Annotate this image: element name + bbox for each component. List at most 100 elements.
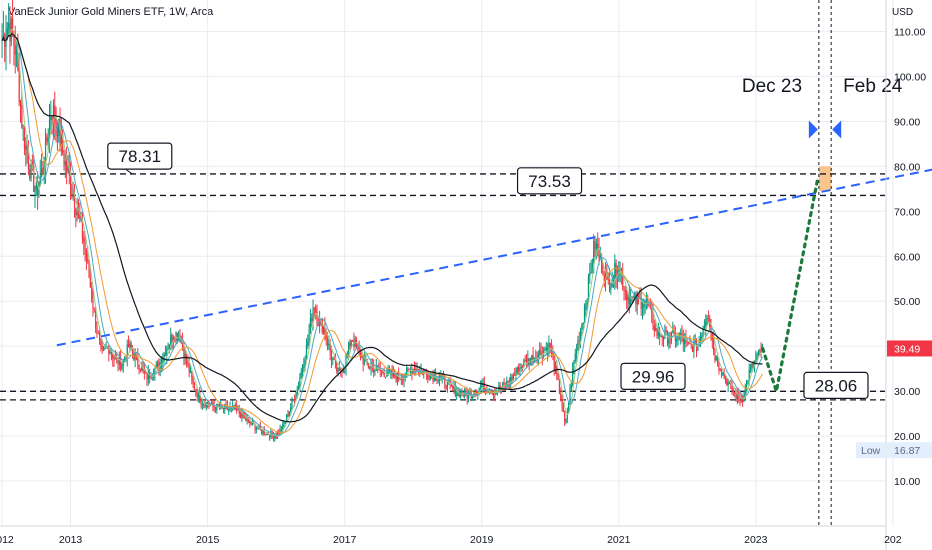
candle-body — [96, 326, 98, 334]
low-value-bg — [887, 442, 932, 459]
candle-body — [436, 380, 438, 382]
candle-body — [232, 405, 234, 407]
candle-body — [184, 353, 186, 358]
candle-body — [540, 350, 542, 355]
candle-body — [431, 374, 433, 376]
candle-body — [705, 321, 707, 326]
candle-body — [445, 385, 447, 389]
candle-body — [595, 243, 597, 249]
candle-body — [44, 136, 47, 168]
candle-body — [507, 381, 509, 384]
candle-body — [610, 287, 612, 290]
candle-body — [511, 377, 513, 381]
candle-body — [312, 307, 314, 321]
candle-body — [268, 434, 271, 438]
candle-body — [21, 105, 23, 129]
candle-body — [392, 371, 395, 376]
candle-body — [243, 416, 246, 418]
candle-body — [262, 430, 264, 434]
candle-body — [656, 327, 658, 336]
y-tick-label: 110.00 — [894, 26, 925, 38]
candle-body — [554, 366, 557, 370]
candle-body — [626, 291, 628, 301]
candle-body — [254, 424, 256, 430]
candle-body — [197, 391, 199, 397]
candle-body — [748, 369, 750, 381]
candle-body — [735, 393, 737, 400]
candle-body — [102, 348, 105, 349]
candle-body — [322, 326, 325, 333]
candle-body — [187, 362, 189, 365]
candle-body — [193, 382, 196, 390]
candle-body — [686, 341, 688, 343]
x-tick-label: 2021 — [607, 534, 631, 546]
candle-body — [685, 338, 687, 342]
candle-body — [726, 378, 728, 386]
candle-body — [336, 361, 338, 372]
candle-body — [316, 312, 318, 325]
candle-body — [56, 123, 59, 136]
candle-body — [125, 357, 127, 359]
candle-body — [8, 22, 10, 29]
candle-body — [319, 319, 321, 326]
candle-body — [72, 195, 74, 197]
candle-body — [14, 45, 16, 55]
candle-body — [521, 367, 524, 368]
candle-body — [560, 393, 562, 400]
candle-body — [280, 429, 283, 431]
candle-body — [406, 367, 408, 376]
candle-body — [52, 105, 55, 120]
candle-body — [251, 422, 254, 425]
candle-body — [88, 261, 90, 278]
candle-body — [624, 290, 626, 292]
candle-body — [317, 324, 319, 326]
y-axis: USD 110.00 100.00 90.00 80.00 70.00 60.00 50.00… — [856, 0, 932, 550]
candle-body — [446, 380, 449, 389]
candle-body — [249, 420, 251, 424]
candle-body — [699, 337, 702, 342]
candle-body — [369, 367, 371, 369]
candle-body — [303, 365, 305, 368]
candle-body — [561, 399, 563, 407]
candle-body — [304, 359, 306, 366]
candle-body — [156, 362, 159, 364]
candle-body — [487, 392, 489, 394]
candle-body — [1, 40, 3, 42]
candle-body — [694, 339, 696, 343]
candle-body — [386, 374, 388, 377]
candle-body — [457, 391, 459, 394]
candle-body — [307, 341, 309, 346]
candle-body — [412, 369, 414, 375]
candle-body — [450, 383, 453, 386]
candle-body — [247, 419, 250, 421]
candle-body — [715, 356, 717, 361]
callout-box — [516, 167, 583, 195]
candle-body — [342, 369, 344, 373]
candle-body — [632, 297, 634, 299]
candle-body — [408, 368, 410, 371]
last-price-label: 39.49 — [894, 343, 920, 355]
candle-body — [126, 344, 128, 359]
x-axis: 2012 2013 2015 2017 2019 2021 2023 202 — [0, 525, 902, 546]
candle-body — [582, 322, 584, 325]
candle-body — [566, 412, 568, 419]
candle-body — [525, 360, 528, 366]
candle-body — [83, 237, 85, 242]
candle-body — [345, 356, 347, 369]
candle-body — [272, 434, 275, 439]
candle-body — [693, 342, 695, 352]
candle-body — [739, 397, 741, 401]
arrow-right-icon — [808, 120, 818, 139]
candle-body — [757, 350, 760, 355]
candle-body — [183, 347, 185, 358]
candle-body — [471, 395, 474, 399]
candle-body — [587, 276, 590, 302]
candle-body — [26, 145, 28, 155]
candle-body — [684, 338, 686, 344]
candle-body — [338, 367, 340, 369]
candle-body — [604, 271, 607, 281]
candle-body — [313, 307, 315, 309]
candle-body — [130, 343, 132, 350]
candle-body — [689, 343, 691, 344]
